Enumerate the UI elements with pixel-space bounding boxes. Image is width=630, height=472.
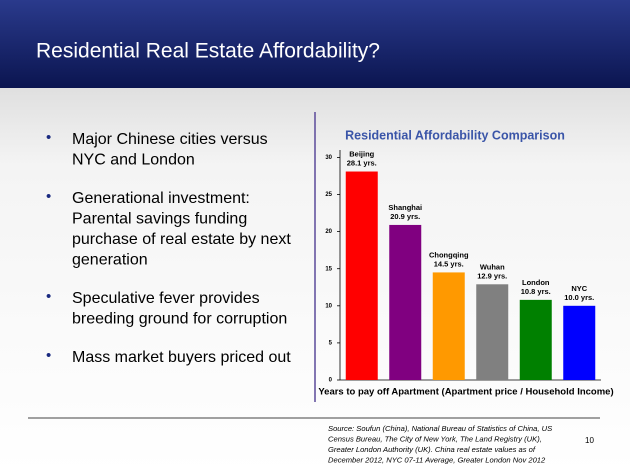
value-label: 10.8 yrs. (521, 287, 551, 296)
category-label: Beijing (349, 150, 374, 159)
bar (345, 171, 378, 380)
source-text: December 2012, NYC 07-11 Average, Greate… (328, 456, 546, 465)
y-tick-label: 5 (329, 340, 333, 346)
y-tick-label: 15 (325, 266, 332, 272)
bullet-dot: • (46, 288, 51, 305)
source-text: Source: Soufun (China), National Bureau … (328, 424, 552, 433)
bar (519, 299, 552, 380)
y-tick-label: 20 (325, 229, 332, 235)
y-tick-label: 0 (329, 378, 333, 384)
slide-title: Residential Real Estate Affordability? (36, 40, 380, 63)
value-label: 14.5 yrs. (434, 259, 464, 268)
value-label: 28.1 yrs. (347, 159, 377, 168)
bar (389, 224, 422, 380)
value-label: 12.9 yrs. (477, 271, 507, 280)
bullet-text: generation (72, 252, 148, 269)
bullet-text: purchase of real estate by next (72, 231, 291, 248)
x-axis-label: Years to pay off Apartment (Apartment pr… (318, 387, 613, 398)
page-number: 10 (585, 436, 594, 445)
bullet-text: Major Chinese cities versus (72, 131, 268, 148)
bar (563, 305, 596, 380)
bullet-text: breeding ground for corruption (72, 311, 287, 328)
bar (476, 284, 509, 380)
value-label: 20.9 yrs. (390, 212, 420, 221)
bullet-dot: • (46, 129, 51, 146)
bullet-text: Parental savings funding (72, 211, 247, 228)
y-tick-label: 10 (325, 303, 332, 309)
bullet-text: Generational investment: (72, 190, 250, 207)
chart-title: Residential Affordability Comparison (345, 128, 565, 142)
bullet-text: Mass market buyers priced out (72, 349, 291, 366)
source-text: Greater London Authority (UK). China rea… (328, 445, 536, 454)
y-tick-label: 30 (325, 155, 332, 161)
bullet-text: NYC and London (72, 152, 195, 169)
category-label: NYC (571, 284, 587, 293)
category-label: Shanghai (388, 203, 422, 212)
bullet-dot: • (46, 188, 51, 205)
category-label: London (522, 278, 550, 287)
bar (432, 272, 465, 380)
category-label: Chongqing (429, 250, 469, 259)
bullet-dot: • (46, 347, 51, 364)
source-text: Census Bureau, The City of New York, The… (328, 435, 542, 444)
value-label: 10.0 yrs. (564, 293, 594, 302)
header-band (0, 0, 630, 88)
category-label: Wuhan (480, 262, 505, 271)
bullet-text: Speculative fever provides (72, 290, 260, 307)
y-tick-label: 25 (325, 192, 332, 198)
